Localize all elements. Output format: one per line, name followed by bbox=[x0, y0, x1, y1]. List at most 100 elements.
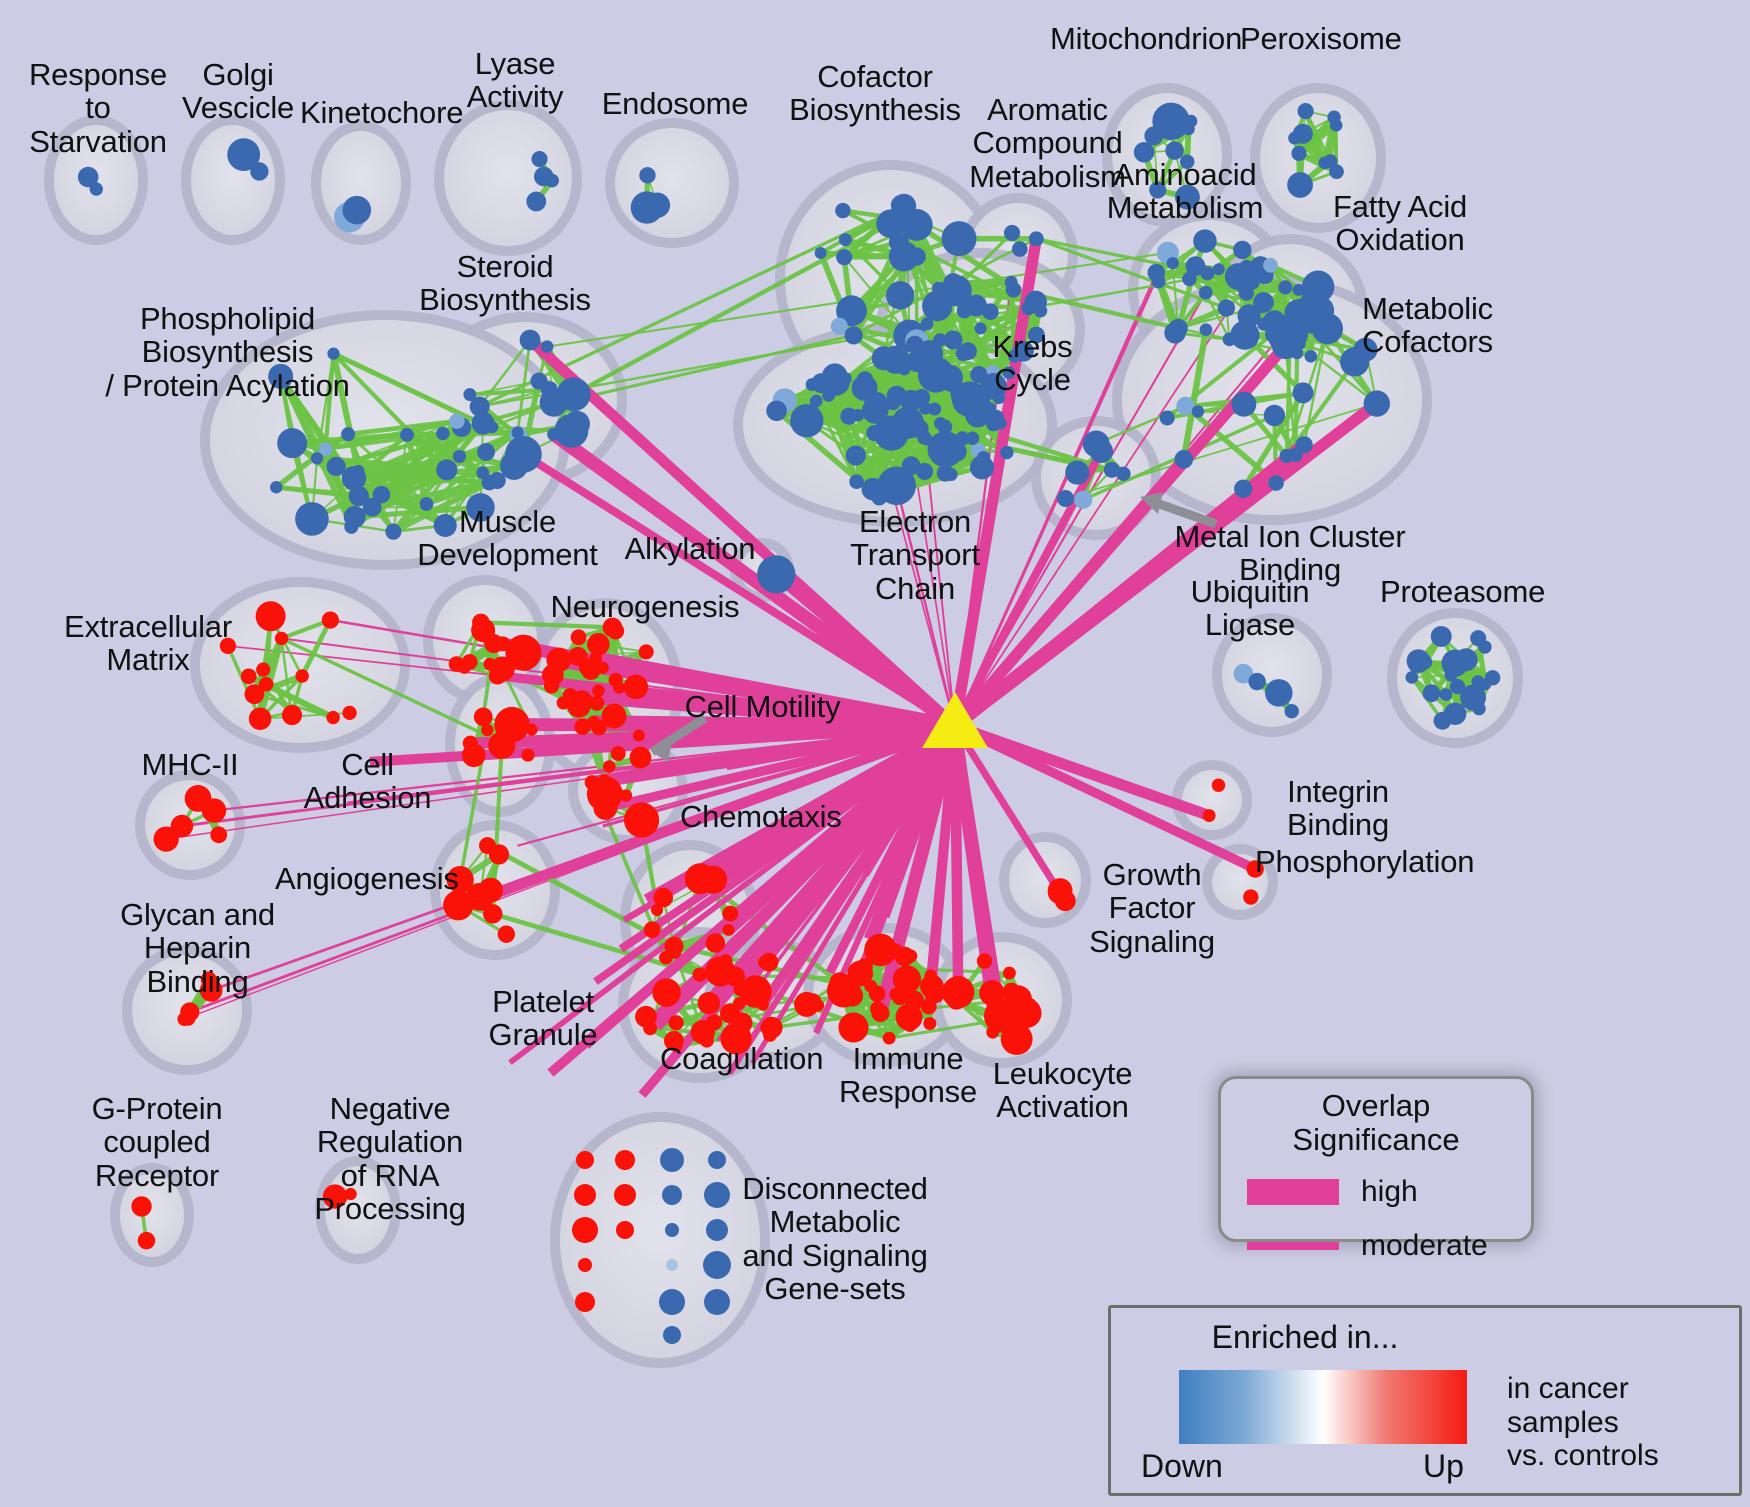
gene-set-node[interactable] bbox=[920, 433, 933, 446]
gene-set-node[interactable] bbox=[643, 921, 661, 939]
gene-set-node[interactable] bbox=[488, 844, 510, 865]
gene-set-node[interactable] bbox=[652, 978, 681, 1007]
gene-set-node[interactable] bbox=[574, 718, 591, 735]
gene-set-node[interactable] bbox=[1263, 404, 1286, 427]
gene-set-node[interactable] bbox=[531, 150, 548, 168]
gene-set-node[interactable] bbox=[1028, 231, 1044, 247]
gene-set-node[interactable] bbox=[344, 519, 359, 534]
gene-set-node[interactable] bbox=[1056, 490, 1074, 507]
gene-set-node[interactable] bbox=[1478, 640, 1492, 654]
gene-set-node[interactable] bbox=[433, 513, 457, 537]
gene-set-node[interactable] bbox=[876, 209, 905, 238]
gene-set-node[interactable] bbox=[1290, 347, 1304, 360]
gene-set-node[interactable] bbox=[1191, 405, 1205, 418]
gene-set-node[interactable] bbox=[1149, 181, 1167, 199]
gene-set-node[interactable] bbox=[270, 481, 283, 494]
gene-set-node[interactable] bbox=[539, 388, 568, 417]
gene-set-node[interactable] bbox=[895, 1003, 923, 1031]
disconnected-gene-set-node[interactable] bbox=[663, 1326, 681, 1344]
gene-set-node[interactable] bbox=[928, 402, 942, 416]
gene-set-node[interactable] bbox=[240, 668, 257, 685]
gene-set-node[interactable] bbox=[519, 329, 541, 351]
gene-set-node[interactable] bbox=[1021, 300, 1036, 316]
gene-set-node[interactable] bbox=[1233, 240, 1252, 260]
gene-set-node[interactable] bbox=[1484, 670, 1501, 686]
gene-set-node[interactable] bbox=[256, 662, 271, 677]
gene-set-node[interactable] bbox=[1165, 141, 1184, 160]
gene-set-node[interactable] bbox=[1184, 114, 1198, 128]
gene-set-node[interactable] bbox=[976, 953, 993, 969]
gene-set-node[interactable] bbox=[553, 656, 567, 670]
gene-set-node[interactable] bbox=[461, 743, 486, 768]
gene-set-node[interactable] bbox=[352, 464, 365, 478]
gene-set-node[interactable] bbox=[809, 394, 823, 408]
gene-set-node[interactable] bbox=[1363, 390, 1391, 417]
gene-set-node[interactable] bbox=[944, 467, 958, 482]
gene-set-node[interactable] bbox=[1471, 675, 1485, 689]
gene-set-node[interactable] bbox=[1168, 318, 1188, 338]
gene-set-node[interactable] bbox=[1211, 778, 1226, 792]
gene-set-node[interactable] bbox=[268, 363, 294, 389]
gene-set-node[interactable] bbox=[905, 335, 924, 354]
gene-set-node[interactable] bbox=[327, 347, 340, 360]
gene-set-node[interactable] bbox=[613, 681, 626, 694]
gene-set-node[interactable] bbox=[448, 656, 465, 672]
gene-set-node[interactable] bbox=[1012, 241, 1028, 257]
gene-set-node[interactable] bbox=[912, 388, 931, 407]
gene-set-node[interactable] bbox=[838, 1012, 869, 1043]
gene-set-node[interactable] bbox=[1182, 271, 1197, 287]
gene-set-node[interactable] bbox=[153, 826, 179, 852]
gene-set-node[interactable] bbox=[1217, 299, 1236, 317]
gene-set-node[interactable] bbox=[1292, 123, 1313, 144]
gene-set-node[interactable] bbox=[668, 946, 682, 959]
gene-set-node[interactable] bbox=[137, 1231, 156, 1250]
disconnected-gene-set-node[interactable] bbox=[578, 1258, 592, 1272]
gene-set-node[interactable] bbox=[495, 636, 511, 652]
gene-set-node[interactable] bbox=[447, 900, 464, 916]
gene-set-node[interactable] bbox=[521, 748, 535, 762]
gene-set-node[interactable] bbox=[937, 419, 953, 435]
gene-set-node[interactable] bbox=[1284, 703, 1299, 719]
gene-set-node[interactable] bbox=[1430, 625, 1452, 647]
gene-set-node[interactable] bbox=[1175, 184, 1200, 210]
gene-set-node[interactable] bbox=[385, 523, 402, 540]
gene-set-node[interactable] bbox=[469, 396, 490, 417]
gene-set-node[interactable] bbox=[1065, 460, 1090, 485]
gene-set-node[interactable] bbox=[1054, 890, 1076, 912]
gene-set-node[interactable] bbox=[473, 417, 486, 430]
gene-set-node[interactable] bbox=[321, 611, 339, 629]
gene-set-node[interactable] bbox=[994, 417, 1007, 430]
gene-set-node[interactable] bbox=[326, 710, 340, 725]
gene-set-node[interactable] bbox=[530, 372, 548, 390]
gene-set-node[interactable] bbox=[500, 451, 528, 480]
gene-set-node[interactable] bbox=[342, 195, 372, 225]
gene-set-node[interactable] bbox=[477, 442, 496, 461]
gene-set-node[interactable] bbox=[719, 1003, 741, 1024]
gene-set-node[interactable] bbox=[1179, 154, 1195, 170]
gene-set-node[interactable] bbox=[449, 413, 465, 429]
gene-set-node[interactable] bbox=[1297, 103, 1314, 120]
disconnected-gene-set-node[interactable] bbox=[575, 1292, 595, 1312]
gene-set-node[interactable] bbox=[822, 389, 835, 402]
gene-set-node[interactable] bbox=[1231, 391, 1257, 417]
gene-set-node[interactable] bbox=[1278, 280, 1293, 295]
gene-set-node[interactable] bbox=[77, 166, 99, 188]
disconnected-gene-set-node[interactable] bbox=[614, 1184, 636, 1206]
gene-set-node[interactable] bbox=[916, 463, 934, 481]
gene-set-node[interactable] bbox=[851, 408, 865, 422]
gene-set-node[interactable] bbox=[838, 372, 852, 386]
gene-set-node[interactable] bbox=[584, 775, 600, 790]
gene-set-node[interactable] bbox=[1246, 860, 1264, 878]
disconnected-gene-set-node[interactable] bbox=[662, 1185, 682, 1205]
gene-set-node[interactable] bbox=[1406, 649, 1431, 673]
gene-set-node[interactable] bbox=[653, 887, 674, 908]
colon-cancer-hub-triangle[interactable] bbox=[922, 692, 988, 748]
gene-set-node[interactable] bbox=[1405, 671, 1419, 684]
gene-set-node[interactable] bbox=[870, 1001, 886, 1017]
gene-set-node[interactable] bbox=[903, 1019, 917, 1033]
gene-set-node[interactable] bbox=[836, 249, 853, 266]
gene-set-node[interactable] bbox=[348, 486, 369, 507]
gene-set-node[interactable] bbox=[1000, 445, 1014, 460]
gene-set-node[interactable] bbox=[452, 449, 467, 464]
gene-set-node[interactable] bbox=[1329, 119, 1343, 132]
